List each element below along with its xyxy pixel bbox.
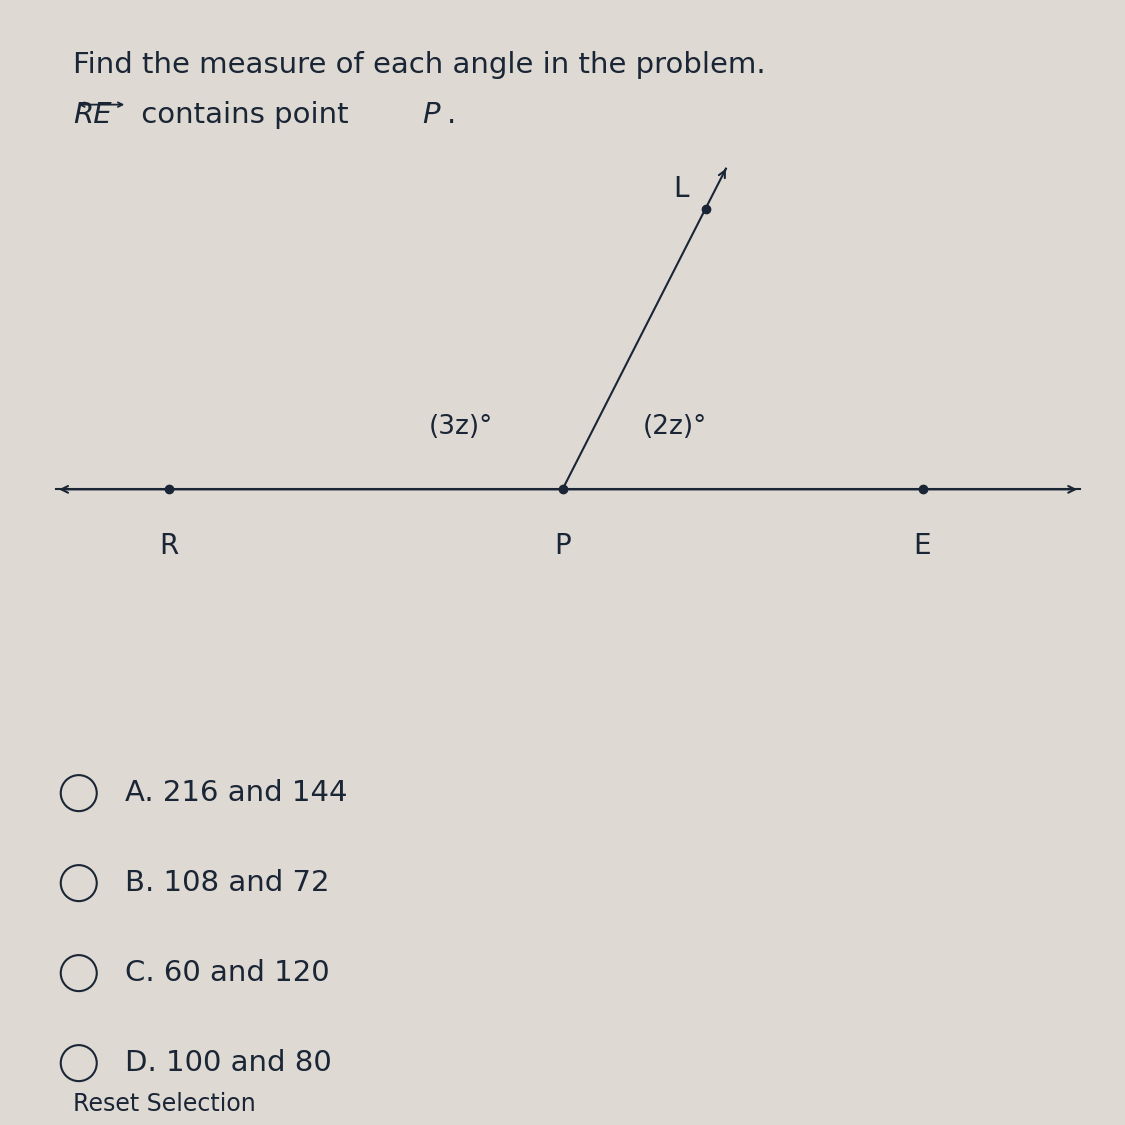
Text: Reset Selection: Reset Selection: [73, 1092, 255, 1116]
Text: L: L: [673, 176, 688, 204]
Text: B. 108 and 72: B. 108 and 72: [125, 870, 330, 897]
Text: R: R: [159, 532, 179, 560]
Text: A. 216 and 144: A. 216 and 144: [125, 780, 348, 807]
Text: P: P: [422, 101, 440, 129]
Text: D. 100 and 80: D. 100 and 80: [125, 1050, 332, 1077]
Text: contains point: contains point: [132, 101, 358, 129]
Text: .: .: [447, 101, 456, 129]
Text: P: P: [555, 532, 570, 560]
Text: C. 60 and 120: C. 60 and 120: [125, 960, 330, 987]
Text: RE: RE: [73, 101, 111, 129]
Text: (2z)°: (2z)°: [642, 414, 708, 441]
Text: Find the measure of each angle in the problem.: Find the measure of each angle in the pr…: [73, 51, 766, 79]
Text: (3z)°: (3z)°: [429, 414, 494, 441]
Text: E: E: [914, 532, 932, 560]
